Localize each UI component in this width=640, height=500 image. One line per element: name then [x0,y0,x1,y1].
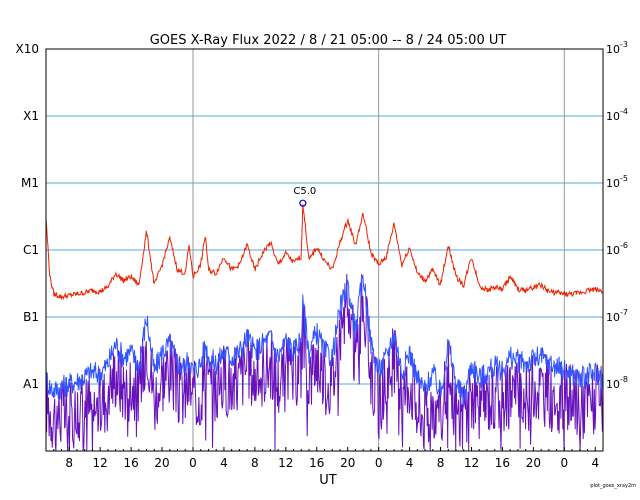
flux-tick-exponent: -4 [620,107,628,116]
flux-tick-label: 10 [606,43,620,56]
flux-tick-exponent: -3 [620,40,628,49]
class-axis: X10 X1 M1 C1 B1 A1 [16,42,40,391]
peak-marker-group: C5.0 [293,186,316,207]
x-tick-label: 0 [560,456,568,470]
class-label: C1 [23,243,39,257]
x-tick-label: 12 [464,456,479,470]
peak-label: C5.0 [293,186,316,197]
flux-tick-exponent: -8 [620,375,628,384]
x-tick-label: 12 [278,456,293,470]
flux-tick-label: 10 [606,244,620,257]
x-tick-label: 16 [495,456,510,470]
x-axis-label: UT [319,473,337,488]
series-line-short [45,274,604,408]
flux-tick-label: 10 [606,311,620,324]
x-tick-label: 4 [406,456,414,470]
x-tick-label: 20 [526,456,541,470]
flux-axis: 10-310-410-510-610-710-8 [606,40,628,391]
flux-tick-exponent: -6 [620,241,628,250]
x-tick-label: 20 [340,456,355,470]
x-tick-label: 16 [309,456,324,470]
x-tick-label: 4 [591,456,599,470]
flux-tick-label: 10 [606,177,620,190]
x-tick-label: 16 [123,456,138,470]
x-tick-label: 0 [189,456,197,470]
class-label: M1 [21,176,39,190]
series-line-long [45,204,604,301]
x-tick-label: 0 [375,456,383,470]
flux-tick-label: 10 [606,110,620,123]
credit-label: plot_goes_xray2m [590,483,636,489]
class-label: X1 [23,109,39,123]
x-tick-label: 12 [93,456,108,470]
class-label: A1 [23,377,39,391]
series-group [45,204,604,452]
class-label: B1 [23,310,39,324]
x-tick-label: 20 [154,456,169,470]
x-tick-label: 4 [220,456,228,470]
x-tick-label: 8 [65,456,73,470]
class-label: X10 [16,42,40,56]
flux-tick-exponent: -5 [620,174,628,183]
peak-marker [299,199,307,207]
x-tick-label: 8 [251,456,259,470]
time-axis: 8 12 16 20 0 4 8 12 16 20 0 4 8 12 16 20 0 4 [53,447,599,470]
flux-tick-label: 10 [606,378,620,391]
x-tick-label: 8 [437,456,445,470]
flux-tick-exponent: -7 [620,308,628,317]
chart-title: GOES X-Ray Flux 2022 / 8 / 21 05:00 -- 8… [150,33,507,48]
